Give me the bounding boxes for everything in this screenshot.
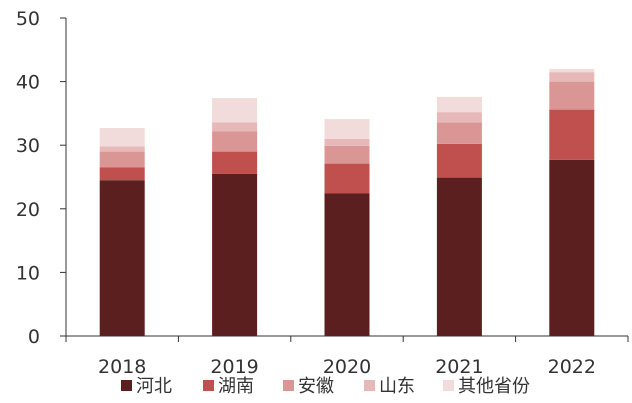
bar-segment-2018-s0 bbox=[100, 180, 145, 336]
x-tick-label: 2021 bbox=[435, 356, 483, 378]
legend-swatch bbox=[121, 380, 132, 391]
bar-segment-2022-s1 bbox=[549, 110, 594, 160]
bar-segment-2018-s1 bbox=[100, 168, 145, 181]
legend-swatch bbox=[443, 380, 454, 391]
bar-segment-2021-s3 bbox=[437, 112, 482, 122]
x-tick-label: 2018 bbox=[98, 356, 146, 378]
bar-segment-2019-s2 bbox=[212, 131, 257, 151]
bar-segment-2018-s2 bbox=[100, 152, 145, 168]
bar-segment-2019-s0 bbox=[212, 174, 257, 336]
bar-segment-2021-s1 bbox=[437, 144, 482, 178]
bars-layer bbox=[100, 69, 595, 336]
legend-label: 湖南 bbox=[218, 376, 254, 397]
bar-segment-2020-s0 bbox=[325, 194, 370, 337]
bar-segment-2020-s1 bbox=[325, 164, 370, 194]
bar-segment-2020-s4 bbox=[325, 119, 370, 139]
bar-segment-2021-s0 bbox=[437, 178, 482, 336]
bar-segment-2022-s2 bbox=[549, 82, 594, 110]
bar-segment-2019-s3 bbox=[212, 122, 257, 131]
bar-segment-2022-s3 bbox=[549, 72, 594, 82]
legend-label: 河北 bbox=[136, 376, 172, 397]
legend-swatch bbox=[283, 380, 294, 391]
x-tick-label: 2020 bbox=[323, 356, 371, 378]
legend-swatch bbox=[203, 380, 214, 391]
legend: 河北 湖南 安徽 山东 其他省份 bbox=[121, 376, 530, 397]
x-tick-label: 2022 bbox=[548, 356, 596, 378]
bar-segment-2021-s2 bbox=[437, 122, 482, 144]
bar-segment-2022-s0 bbox=[549, 160, 594, 336]
bar-segment-2019-s4 bbox=[212, 98, 257, 122]
y-tick-label: 0 bbox=[28, 326, 40, 348]
legend-swatch bbox=[364, 380, 375, 391]
bar-segment-2021-s4 bbox=[437, 97, 482, 112]
bar-segment-2022-s4 bbox=[549, 69, 594, 72]
x-tick-label: 2019 bbox=[210, 356, 258, 378]
y-tick-label: 10 bbox=[16, 262, 40, 284]
y-tick-label: 40 bbox=[16, 72, 40, 94]
bar-segment-2020-s2 bbox=[325, 146, 370, 164]
y-tick-label: 20 bbox=[16, 199, 40, 221]
y-tick-label: 50 bbox=[16, 8, 40, 30]
bar-segment-2019-s1 bbox=[212, 152, 257, 174]
legend-label: 山东 bbox=[379, 376, 415, 397]
y-tick-label: 30 bbox=[16, 135, 40, 157]
legend-label: 安徽 bbox=[298, 376, 334, 397]
bar-segment-2018-s4 bbox=[100, 128, 145, 146]
legend-label: 其他省份 bbox=[458, 376, 530, 397]
bar-segment-2020-s3 bbox=[325, 139, 370, 146]
bar-segment-2018-s3 bbox=[100, 147, 145, 152]
